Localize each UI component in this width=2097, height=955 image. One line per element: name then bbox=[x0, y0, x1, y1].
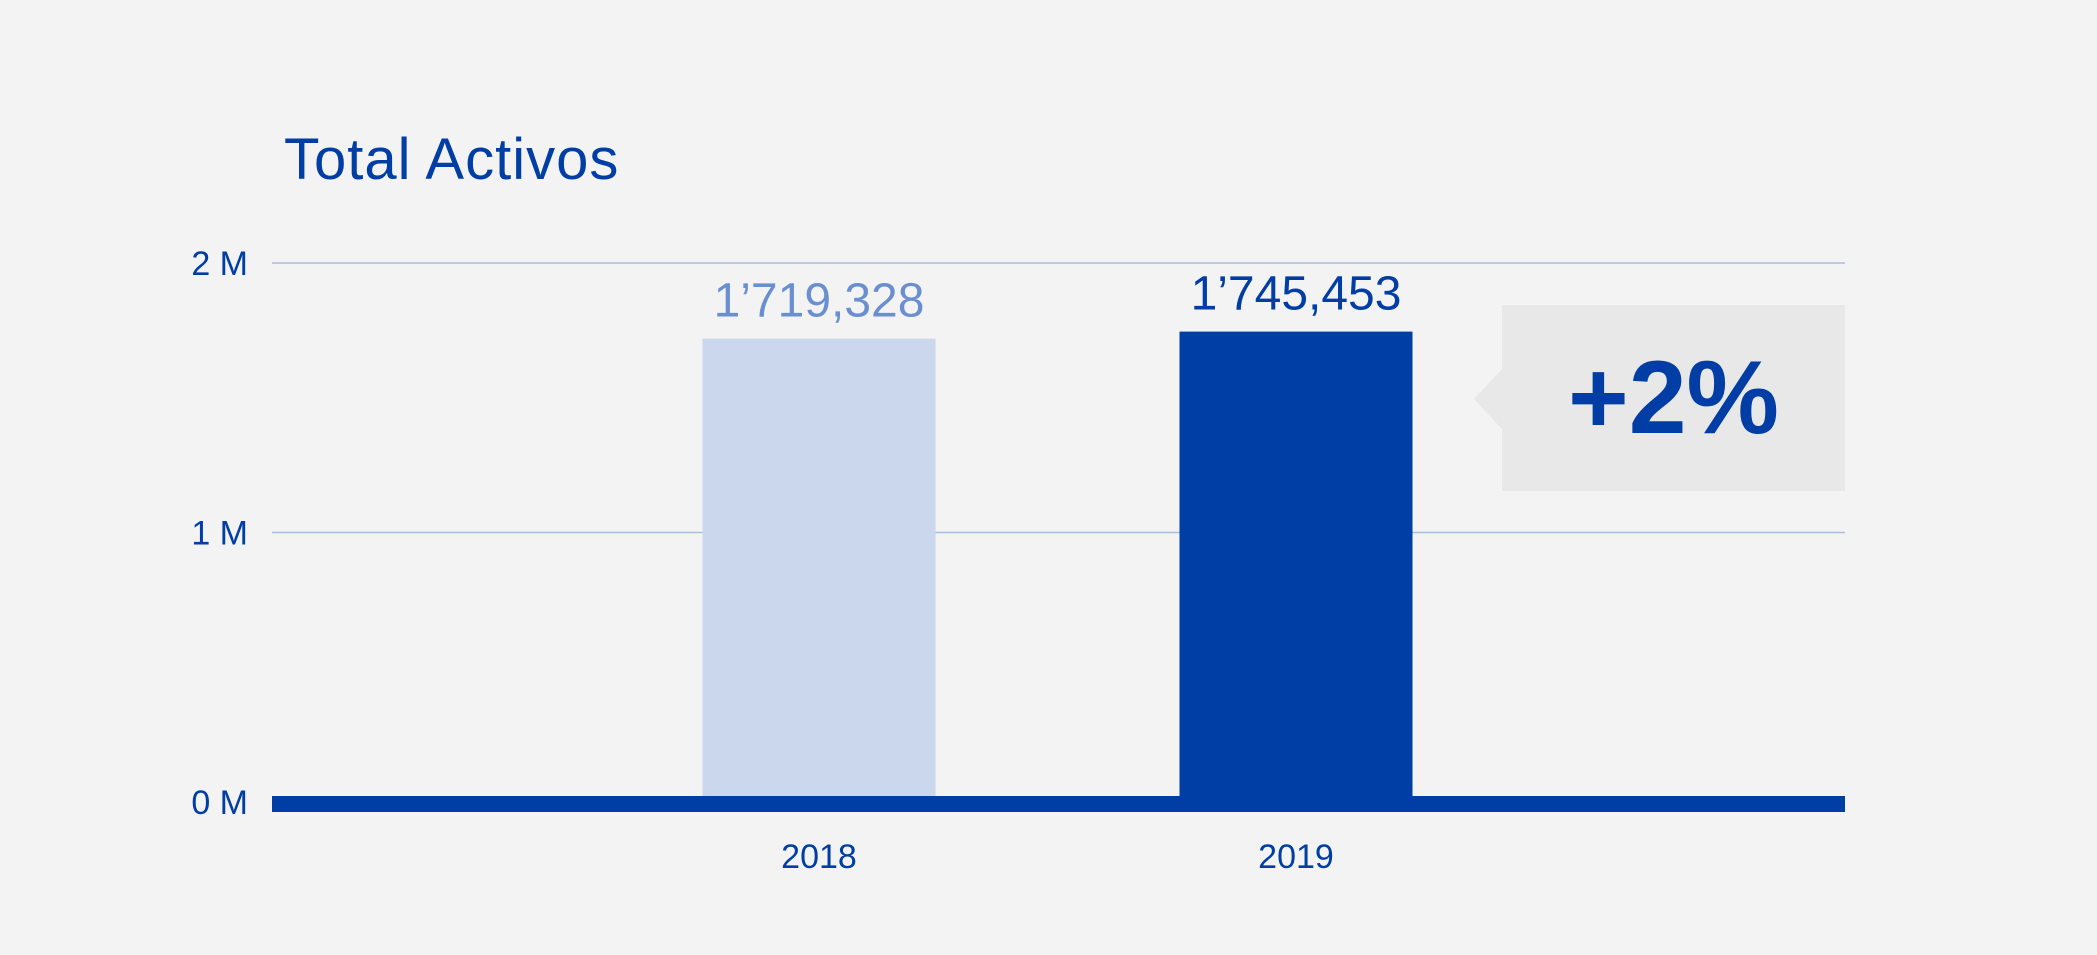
y-tick-label: 1 M bbox=[191, 515, 248, 553]
data-label-2019: 1’745,453 bbox=[1191, 268, 1402, 321]
data-labels: 1’719,328 1’745,453 bbox=[714, 268, 1402, 328]
x-axis-baseline bbox=[272, 796, 1845, 812]
y-tick-label: 2 M bbox=[191, 245, 248, 283]
callout-pointer bbox=[1474, 369, 1502, 429]
chart-title: Total Activos bbox=[284, 127, 620, 192]
y-tick-label: 0 M bbox=[191, 784, 248, 822]
y-axis-ticks: 0 M 1 M 2 M bbox=[191, 245, 248, 822]
bars bbox=[702, 331, 1413, 802]
x-category-label: 2018 bbox=[781, 838, 857, 876]
bar-2019 bbox=[1179, 331, 1413, 802]
x-axis-line bbox=[272, 796, 1845, 812]
bar-2018 bbox=[702, 338, 936, 802]
gridlines bbox=[272, 262, 1845, 534]
x-category-label: 2019 bbox=[1258, 838, 1334, 876]
change-callout: +2% bbox=[1502, 305, 1845, 491]
change-percent: +2% bbox=[1567, 339, 1780, 456]
data-label-2018: 1’719,328 bbox=[714, 275, 925, 328]
x-axis-categories: 2018 2019 bbox=[781, 838, 1334, 876]
